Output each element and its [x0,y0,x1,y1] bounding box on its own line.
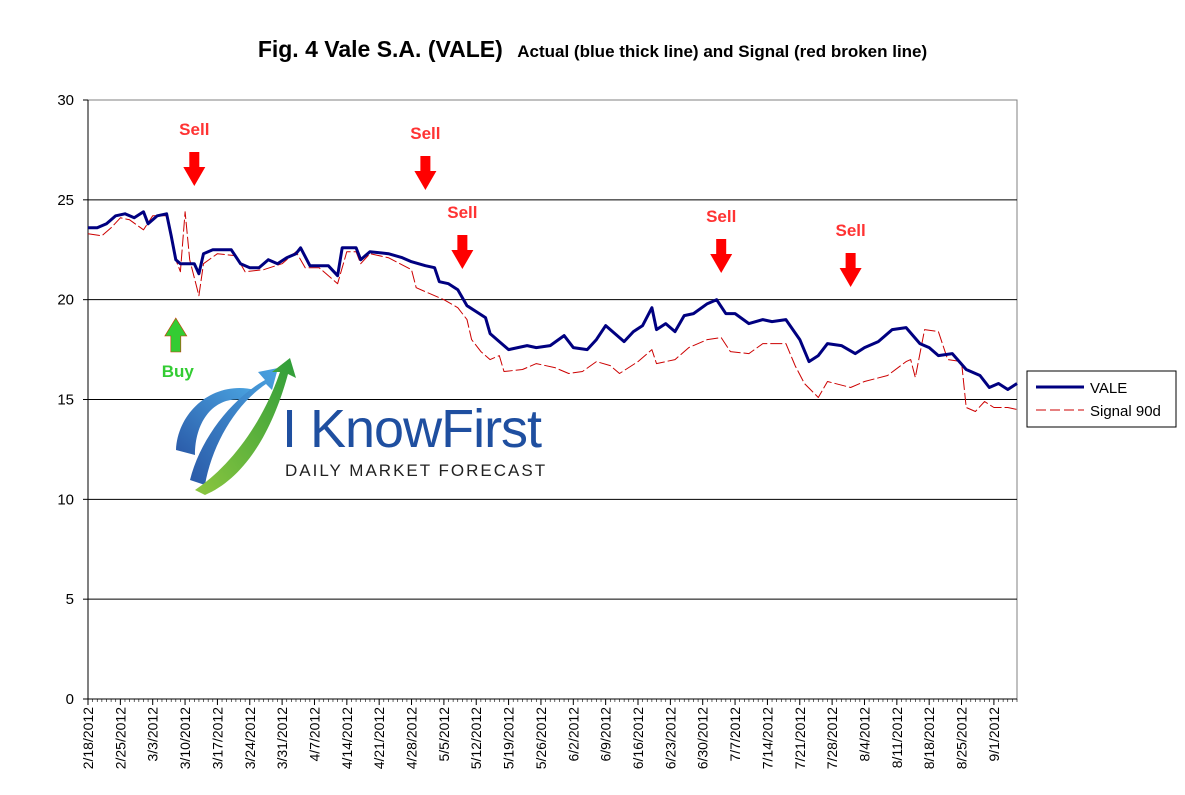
x-tick-label: 8/11/2012 [889,707,905,768]
buy-arrow-icon [164,317,188,353]
sell-arrow-icon [710,239,733,273]
x-tick-label: 4/14/2012 [339,707,355,769]
x-tick-label: 3/3/2012 [145,707,161,762]
x-tick-label: 6/23/2012 [662,707,678,769]
x-tick-label: 3/31/2012 [274,707,290,769]
sell-marker: Sell [179,120,209,186]
sell-label: Sell [706,207,736,226]
x-tick-label: 3/24/2012 [242,707,258,769]
sell-marker: Sell [410,124,441,190]
y-tick-label: 30 [57,92,74,109]
x-tick-label: 2/25/2012 [112,707,128,769]
legend-label-vale: VALE [1090,380,1127,397]
x-tick-label: 4/7/2012 [306,707,322,762]
sell-marker: Sell [706,207,736,273]
legend-label-signal: Signal 90d [1090,403,1161,420]
sell-marker: Sell [447,203,477,269]
sell-arrow-icon [414,156,437,190]
x-tick-label: 8/4/2012 [856,707,872,762]
x-tick-label: 7/7/2012 [727,707,743,762]
y-tick-label: 5 [66,591,74,608]
x-tick-label: 5/26/2012 [533,707,549,769]
x-tick-label: 6/2/2012 [565,707,581,762]
buy-label: Buy [162,362,195,381]
sell-label: Sell [179,120,209,139]
logo-graphic [176,358,296,495]
legend-box [1026,370,1177,428]
logo-tagline: Daily Market Forecast [285,461,548,480]
chart-title-sub: Actual (blue thick line) and Signal (red… [517,42,928,61]
x-tick-label: 7/14/2012 [759,707,775,769]
x-tick-label: 5/12/2012 [468,707,484,769]
sell-arrow-icon [183,152,206,186]
x-tick-label: 3/10/2012 [177,707,193,769]
x-tick-label: 5/19/2012 [501,707,517,769]
x-tick-label: 4/28/2012 [404,707,420,769]
y-tick-label: 25 [57,192,74,209]
x-tick-label: 6/30/2012 [695,707,711,769]
x-tick-label: 8/18/2012 [921,707,937,769]
signal-arrows: Sell Sell Sell Sell Sell Buy [162,120,866,381]
y-tick-label: 10 [57,491,74,508]
x-tick-label: 6/9/2012 [598,707,614,762]
x-tick-label: 8/25/2012 [954,707,970,769]
sell-arrow-icon [451,235,474,269]
legend: VALE Signal 90d [1026,370,1177,428]
x-tick-label: 9/1/2012 [986,707,1002,762]
logo-name: I KnowFirst [282,399,542,459]
buy-marker: Buy [162,317,195,381]
x-tick-label: 7/21/2012 [792,707,808,769]
sell-label: Sell [410,124,440,143]
x-tick-label: 7/28/2012 [824,707,840,769]
x-tick-label: 2/18/2012 [80,707,96,769]
sell-arrow-icon [839,253,862,287]
series-line-vale [88,210,1018,391]
chart-title: Fig. 4 Vale S.A. (VALE) Actual (blue thi… [0,36,1185,63]
sell-marker: Sell [835,221,866,287]
x-tick-label: 6/16/2012 [630,707,646,769]
y-tick-label: 15 [57,392,74,409]
y-tick-label: 20 [57,292,74,309]
x-tick-label: 5/5/2012 [436,707,452,762]
sell-label: Sell [447,203,477,222]
y-tick-label: 0 [66,691,74,708]
x-tick-label: 4/21/2012 [371,707,387,769]
x-tick-label: 3/17/2012 [209,707,225,769]
sell-label: Sell [835,221,865,240]
chart-title-main: Fig. 4 Vale S.A. (VALE) [257,36,503,62]
